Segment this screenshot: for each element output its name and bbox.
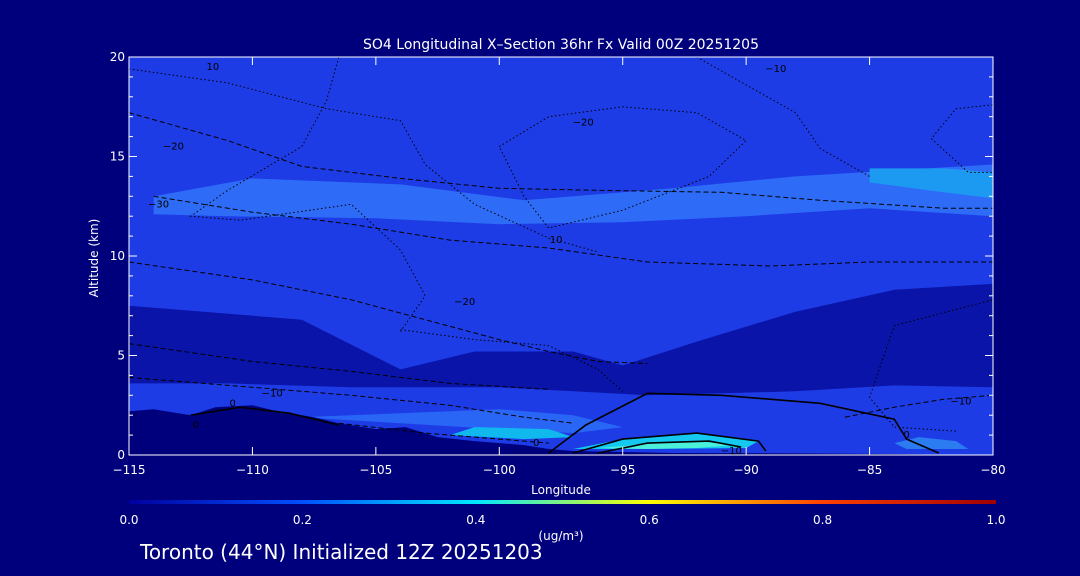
chart-title: SO4 Longitudinal X–Section 36hr Fx Valid… xyxy=(363,37,759,53)
x-tick-label-3: −100 xyxy=(483,463,516,477)
contour-label-8: 0 xyxy=(230,398,236,409)
x-tick-label-2: −105 xyxy=(359,463,392,477)
contour-label-6: −20 xyxy=(454,297,475,308)
contour-line-1 xyxy=(573,432,767,454)
x-axis-label: Longitude xyxy=(531,483,591,497)
terrain-layer xyxy=(129,405,993,455)
contour-line-10 xyxy=(844,394,993,418)
concentration-layer-7 xyxy=(598,441,734,449)
colorbar-tick-label-4: 0.8 xyxy=(813,513,832,527)
contour-line-17 xyxy=(869,299,993,432)
x-axis: −115 −110 −105 −100 −95 −90 −85 −80 xyxy=(113,57,1006,477)
concentration-field xyxy=(129,57,993,455)
colorbar-tick-label-0: 0.0 xyxy=(119,513,138,527)
contour-label-13: 0 xyxy=(903,430,909,441)
colorbar-tick-label-1: 0.2 xyxy=(293,513,312,527)
y-tick-label-4: 20 xyxy=(110,50,125,64)
contour-line-13 xyxy=(498,106,747,229)
x-tick-label-0: −115 xyxy=(113,463,146,477)
contour-label-9: 0 xyxy=(193,420,199,431)
colorbar-unit-label: (ug/m³) xyxy=(538,529,583,543)
terrain xyxy=(129,405,993,455)
contour-label-1: −10 xyxy=(765,64,786,75)
x-tick-label-1: −110 xyxy=(236,463,269,477)
contour-line-7 xyxy=(129,343,549,390)
contour-label-4: −30 xyxy=(148,199,169,210)
contour-label-5: 10 xyxy=(550,235,563,246)
contour-line-15 xyxy=(930,104,993,173)
x-tick-label-6: −85 xyxy=(857,463,882,477)
contour-line-9 xyxy=(338,422,549,444)
contour-label-0: 10 xyxy=(207,62,220,73)
x-tick-label-4: −95 xyxy=(610,463,635,477)
contour-line-14 xyxy=(696,57,870,177)
concentration-layer-2 xyxy=(153,164,993,225)
colorbar-tick-label-5: 1.0 xyxy=(986,513,1005,527)
y-axis: 0 5 10 15 20 xyxy=(110,50,993,462)
y-tick-label-1: 5 xyxy=(117,349,125,363)
contour-label-11: −10 xyxy=(721,446,742,457)
colorbar-bar xyxy=(129,500,996,504)
contour-line-8 xyxy=(129,376,574,424)
contour-label-3: −20 xyxy=(573,118,594,129)
contour-line-3 xyxy=(190,406,339,426)
y-tick-label-0: 0 xyxy=(117,448,125,462)
concentration-layer-5 xyxy=(449,427,574,440)
contour-line-4 xyxy=(129,112,993,209)
concentration-layer-3 xyxy=(869,168,993,199)
colorbar-ticks: 0.0 0.2 0.4 0.6 0.8 1.0 xyxy=(119,513,1005,527)
concentration-layer-4 xyxy=(301,409,623,434)
contour-label-7: −10 xyxy=(262,388,283,399)
y-axis-label: Altitude (km) xyxy=(87,219,101,298)
y-tick-label-2: 10 xyxy=(110,249,125,263)
contour-line-16 xyxy=(400,329,624,392)
contour-line-11 xyxy=(129,68,599,253)
plot-area: 10 −10 −20 −20 −30 10 −20 −10 0 0 0 −10 −10 0 xyxy=(129,57,993,457)
colorbar-tick-label-3: 0.6 xyxy=(640,513,659,527)
contour-label-2: −20 xyxy=(163,142,184,153)
contour-line-6 xyxy=(129,261,648,364)
concentration-layer-1 xyxy=(129,283,993,396)
colorbar-tick-label-2: 0.4 xyxy=(466,513,485,527)
contour-line-0 xyxy=(548,392,940,454)
contour-label-10: 0 xyxy=(533,438,539,449)
contour-labels: 10 −10 −20 −20 −30 10 −20 −10 0 0 0 −10 −10 0 xyxy=(148,62,971,457)
concentration-layer-0 xyxy=(129,57,993,455)
x-tick-label-5: −90 xyxy=(733,463,758,477)
x-tick-label-7: −80 xyxy=(980,463,1005,477)
colorbar: 0.0 0.2 0.4 0.6 0.8 1.0 (ug/m³) xyxy=(119,500,1006,543)
contour-label-12: −10 xyxy=(950,396,971,407)
y-tick-label-3: 15 xyxy=(110,150,125,164)
concentration-layer-8 xyxy=(894,437,969,449)
footer-caption: Toronto (44°N) Initialized 12Z 20251203 xyxy=(140,540,543,564)
